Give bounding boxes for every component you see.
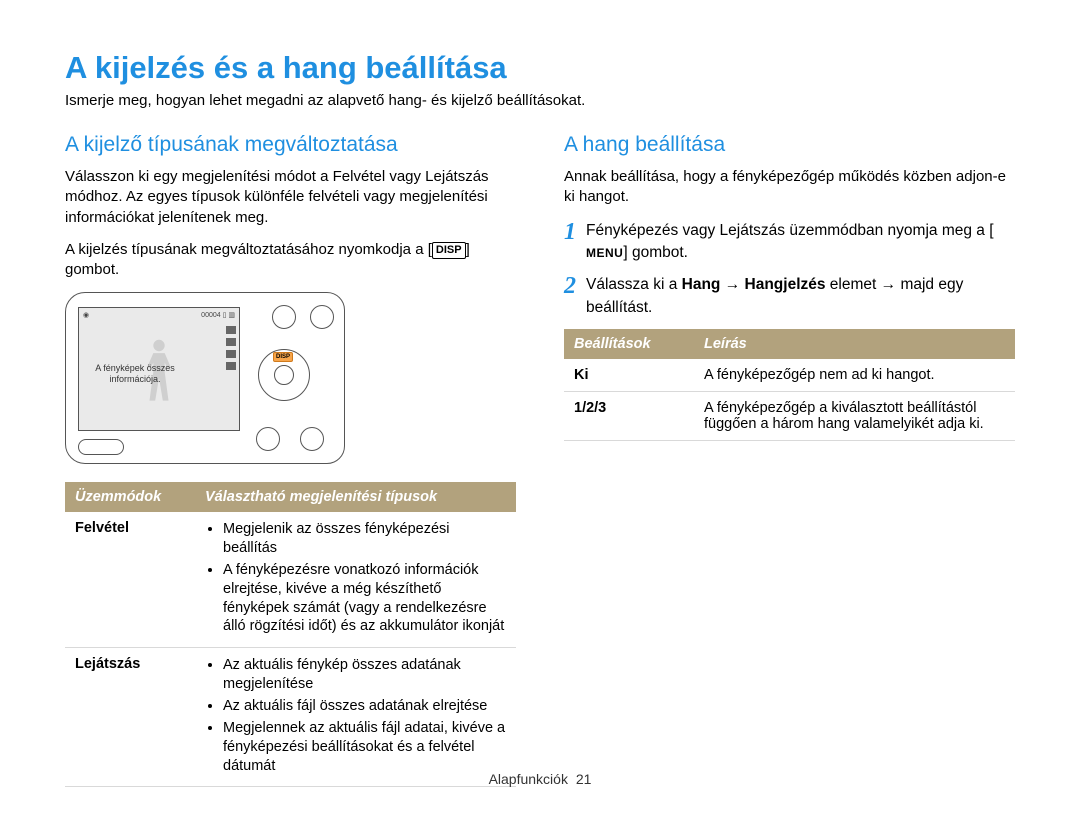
step1-after: ] gombot.: [623, 244, 688, 261]
disp-icon: DISP: [432, 242, 466, 259]
camera-caption-line2: információja.: [109, 374, 160, 384]
sound-settings-table: Beállítások Leírás Ki A fényképezőgép ne…: [564, 329, 1015, 441]
menu-icon: MENU: [586, 245, 623, 262]
footer-page-number: 21: [576, 771, 592, 787]
screen-side-icon: [226, 338, 236, 346]
step-1: 1 Fényképezés vagy Lejátszás üzemmódban …: [564, 220, 1015, 265]
step2-b1: Hang: [682, 276, 721, 293]
screen-side-icon: [226, 350, 236, 358]
step2-b2: Hangjelzés: [745, 276, 826, 293]
list-item: Az aktuális fénykép összes adatának megj…: [223, 656, 506, 694]
camera-mode-icon: ◉: [83, 311, 89, 319]
table-row: Ki A fényképezőgép nem ad ki hangot.: [564, 359, 1015, 392]
mode-cell: Lejátszás: [65, 648, 195, 787]
footer-section: Alapfunkciók: [489, 771, 568, 787]
disp-button-highlight: DISP: [273, 352, 293, 362]
page-footer: Alapfunkciók 21: [0, 771, 1080, 787]
list-item: A fényképezésre vonatkozó információk el…: [223, 561, 506, 636]
camera-bottom-button-icon: [78, 439, 124, 455]
table-header: Üzemmódok: [65, 482, 195, 512]
left-section-title: A kijelző típusának megváltoztatása: [65, 133, 516, 157]
camera-caption-line1: A fényképek összes: [95, 363, 175, 373]
list-item: Megjelennek az aktuális fájl adatai, kiv…: [223, 719, 506, 776]
table-row: Lejátszás Az aktuális fénykép összes ada…: [65, 648, 516, 787]
setting-cell: 1/2/3: [564, 392, 694, 441]
step-2: 2 Válassza ki a Hang → Hangjelzés elemet…: [564, 274, 1015, 319]
intro-text: Ismerje meg, hogyan lehet megadni az ala…: [65, 92, 1015, 109]
desc-cell: A fényképezőgép nem ad ki hangot.: [694, 359, 1015, 392]
screen-side-icon: [226, 326, 236, 334]
list-item: Megjelenik az összes fényképezési beállí…: [223, 520, 506, 558]
table-row: Felvétel Megjelenik az összes fényképezé…: [65, 512, 516, 648]
step1-before: Fényképezés vagy Lejátszás üzemmódban ny…: [586, 222, 994, 239]
table-row: 1/2/3 A fényképezőgép a kiválasztott beá…: [564, 392, 1015, 441]
camera-button-icon: [300, 427, 324, 451]
step-number: 1: [564, 220, 576, 265]
camera-button-icon: [256, 427, 280, 451]
step2-before: Válassza ki a: [586, 276, 682, 293]
camera-button-icon: [310, 305, 334, 329]
desc-cell: A fényképezőgép a kiválasztott beállítás…: [694, 392, 1015, 441]
table-header: Választható megjelenítési típusok: [195, 482, 516, 512]
page-title: A kijelzés és a hang beállítása: [65, 50, 1015, 86]
right-column: A hang beállítása Annak beállítása, hogy…: [564, 133, 1015, 787]
step-number: 2: [564, 274, 576, 319]
left-instruction: A kijelzés típusának megváltoztatásához …: [65, 240, 516, 281]
camera-caption: A fényképek összes információja.: [85, 363, 185, 384]
camera-illustration: ◉ 00004 ▯ ▥: [65, 292, 516, 464]
step2-arrow1: →: [720, 276, 744, 293]
right-paragraph: Annak beállítása, hogy a fényképezőgép m…: [564, 167, 1015, 208]
table-header: Beállítások: [564, 329, 694, 359]
mode-cell: Felvétel: [65, 512, 195, 648]
camera-button-icon: [272, 305, 296, 329]
left-column: A kijelző típusának megváltoztatása Vála…: [65, 133, 516, 787]
screen-side-icon: [226, 362, 236, 370]
list-item: Az aktuális fájl összes adatának elrejté…: [223, 697, 506, 716]
instruction-before: A kijelzés típusának megváltoztatásához …: [65, 241, 432, 258]
right-section-title: A hang beállítása: [564, 133, 1015, 157]
table-header: Leírás: [694, 329, 1015, 359]
display-modes-table: Üzemmódok Választható megjelenítési típu…: [65, 482, 516, 787]
camera-counter: 00004: [201, 312, 220, 319]
camera-screen: ◉ 00004 ▯ ▥: [78, 307, 240, 431]
setting-cell: Ki: [564, 359, 694, 392]
left-paragraph: Válasszon ki egy megjelenítési módot a F…: [65, 167, 516, 228]
